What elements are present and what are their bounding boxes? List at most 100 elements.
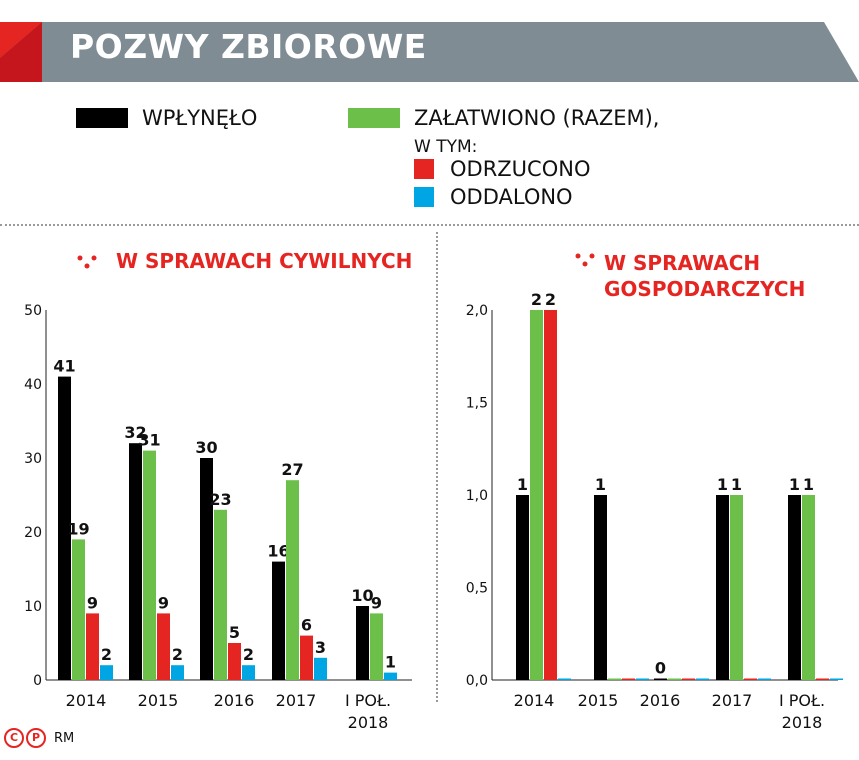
bar (314, 657, 327, 680)
bar (608, 678, 621, 680)
x-tick-label: I POŁ. (779, 691, 825, 710)
bar (758, 678, 771, 680)
data-label: 30 (195, 438, 217, 457)
data-label: 10 (351, 586, 373, 605)
bar (830, 678, 843, 680)
bar (286, 480, 299, 680)
legend-swatch-zalatwiono (348, 108, 400, 128)
legend-item-odrzucono: ODRZUCONO (414, 157, 590, 181)
y-tick-label: 0,5 (466, 581, 488, 597)
y-tick-label: 10 (24, 599, 42, 615)
data-label: 2 (101, 645, 112, 664)
title-banner (0, 22, 859, 82)
y-tick-label: 50 (24, 303, 42, 319)
legend-item-oddalono: ODDALONO (414, 185, 573, 209)
bar (157, 613, 170, 680)
x-tick-label: 2017 (276, 691, 317, 710)
legend-subnote: W TYM: (414, 137, 478, 157)
x-tick-label: 2018 (782, 713, 823, 732)
copyright-icon: C (4, 728, 24, 748)
data-label: 41 (53, 357, 75, 376)
y-tick-label: 20 (24, 525, 42, 541)
data-label: 1 (385, 653, 396, 672)
bar (744, 678, 757, 680)
x-tick-label: 2014 (514, 691, 555, 710)
bar (356, 606, 369, 680)
x-tick-label: 2016 (214, 691, 255, 710)
y-tick-label: 40 (24, 377, 42, 393)
panel-title-gospodarcze: W SPRAWACH GOSPODARCZYCH (604, 251, 806, 301)
bar (654, 678, 667, 680)
bar (100, 665, 113, 680)
bar (636, 678, 649, 680)
bar (594, 495, 607, 680)
data-label: 2 (243, 645, 254, 664)
y-tick-label: 0,0 (466, 673, 488, 689)
x-tick-label: 2017 (712, 691, 753, 710)
legend-label-odrzucono: ODRZUCONO (450, 157, 591, 181)
bar (816, 678, 829, 680)
y-tick-label: 1,0 (466, 488, 488, 504)
data-label: 27 (281, 460, 303, 479)
bar (682, 678, 695, 680)
bar (802, 495, 815, 680)
data-label: 6 (301, 616, 312, 635)
data-label: 2 (172, 645, 183, 664)
bar (86, 613, 99, 680)
y-tick-label: 0 (33, 673, 42, 689)
data-label: 9 (371, 593, 382, 612)
bar (200, 458, 213, 680)
data-label: 3 (315, 638, 326, 657)
bar (300, 635, 313, 680)
bar (58, 376, 71, 680)
panel-title-cywilne: W SPRAWACH CYWILNYCH (116, 249, 413, 273)
legend-swatch-oddalono (414, 187, 434, 207)
data-label: 1 (595, 475, 606, 494)
data-label: 1 (731, 475, 742, 494)
legend-item-wplynelo: WPŁYNĘŁO (76, 106, 257, 130)
bar (516, 495, 529, 680)
x-tick-label: 2015 (138, 691, 179, 710)
x-tick-label: 2015 (578, 691, 619, 710)
data-label: 16 (267, 542, 289, 561)
legend-label-zalatwiono: ZAŁATWIONO (RAZEM), (414, 106, 660, 130)
bar (228, 643, 241, 680)
data-label: 19 (67, 519, 89, 538)
footer: C P RM (4, 728, 74, 748)
bar (242, 665, 255, 680)
page-title: POZWY ZBIOROWE (70, 27, 427, 66)
data-label: 9 (158, 593, 169, 612)
bar (143, 450, 156, 680)
bar (530, 310, 543, 680)
bar (214, 509, 227, 680)
panel-divider (436, 232, 438, 702)
data-label: 2 (545, 290, 556, 309)
x-tick-label: 2016 (640, 691, 681, 710)
legend-label-wplynelo: WPŁYNĘŁO (142, 106, 258, 130)
data-label: 1 (717, 475, 728, 494)
publisher-icon: P (26, 728, 46, 748)
dots-icon (77, 255, 97, 269)
bar (272, 561, 285, 680)
data-label: 32 (124, 423, 146, 442)
bar (544, 310, 557, 680)
bar (129, 443, 142, 680)
x-tick-label: I POŁ. (345, 691, 391, 710)
bar (696, 678, 709, 680)
legend-swatch-wplynelo (76, 108, 128, 128)
y-tick-label: 30 (24, 451, 42, 467)
data-label: 31 (138, 431, 160, 450)
data-label: 1 (517, 475, 528, 494)
y-tick-label: 2,0 (466, 303, 488, 319)
bar (384, 672, 397, 680)
bar (668, 678, 681, 680)
section-divider (0, 224, 859, 226)
bar (370, 613, 383, 680)
bar (72, 539, 85, 680)
data-label: 9 (87, 593, 98, 612)
dots-icon (575, 253, 595, 267)
data-label: 0 (655, 659, 666, 678)
legend-swatch-odrzucono (414, 159, 434, 179)
data-label: 2 (531, 290, 542, 309)
legend-item-zalatwiono: ZAŁATWIONO (RAZEM), (348, 106, 659, 130)
